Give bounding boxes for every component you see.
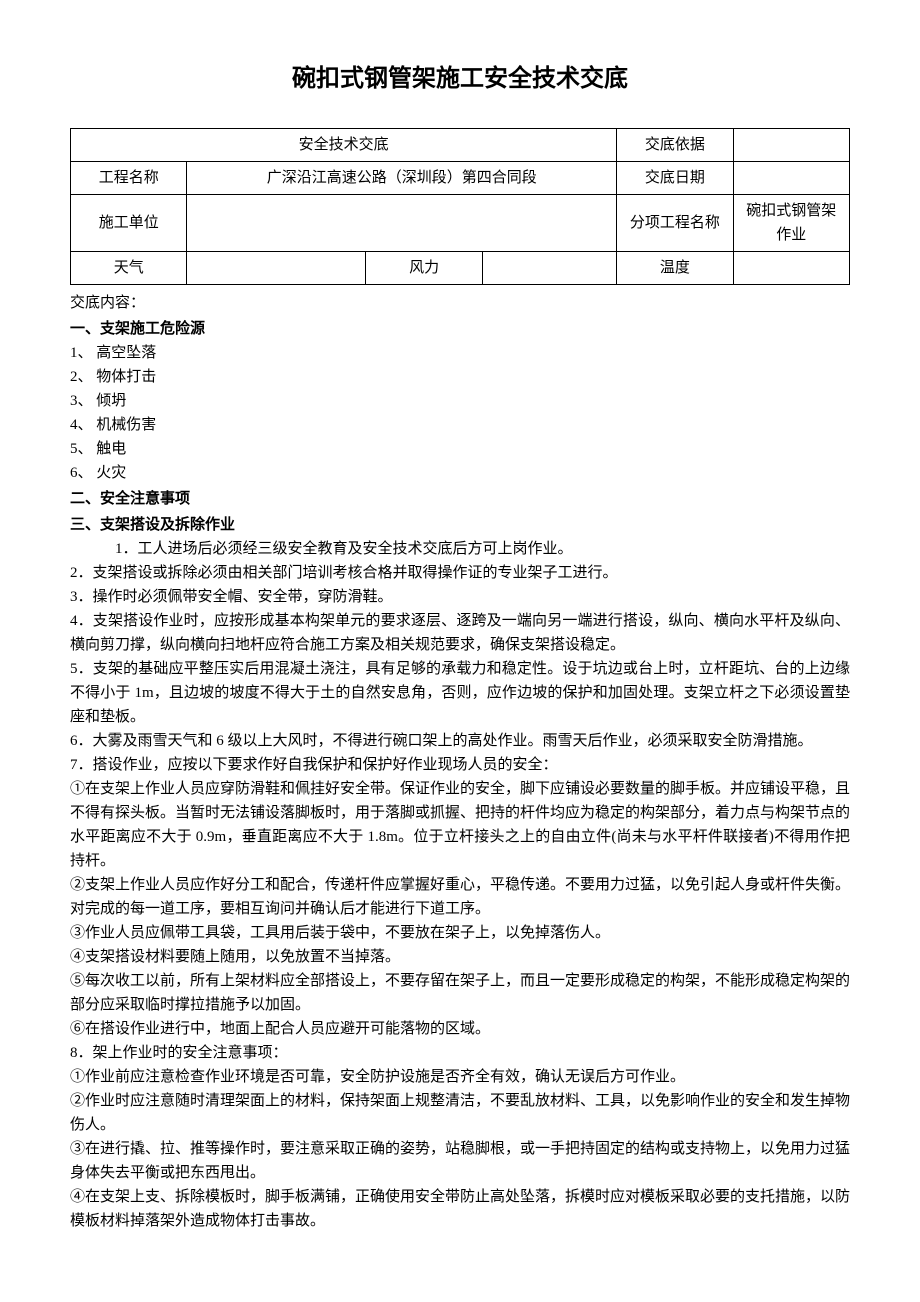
info-table: 安全技术交底 交底依据 工程名称 广深沿江高速公路（深圳段）第四合同段 交底日期… — [70, 128, 850, 285]
section2-title: 二、安全注意事项 — [70, 487, 850, 511]
row1-value: 广深沿江高速公路（深圳段）第四合同段 — [187, 162, 617, 195]
s3-p8-4: ④在支架上支、拆除模板时，脚手板满铺，正确使用安全带防止高处坠落，拆模时应对模板… — [70, 1185, 850, 1233]
s3-p4: 4．支架搭设作业时，应按形成基本构架单元的要求逐层、逐跨及一端向另一端进行搭设，… — [70, 609, 850, 657]
s1-item3: 3、 倾坍 — [70, 389, 850, 413]
s3-p8: 8．架上作业时的安全注意事项： — [70, 1041, 850, 1065]
row3-c4 — [482, 252, 616, 285]
s3-p7-4: ④支架搭设材料要随上随用，以免放置不当掉落。 — [70, 945, 850, 969]
row2-right-value: 碗扣式钢管架作业 — [733, 195, 849, 252]
s3-p5: 5．支架的基础应平整压实后用混凝土浇注，具有足够的承载力和稳定性。设于坑边或台上… — [70, 657, 850, 729]
header-right-label: 交底依据 — [617, 129, 733, 162]
row1-right-label: 交底日期 — [617, 162, 733, 195]
s3-p7-3: ③作业人员应佩带工具袋，工具用后装于袋中，不要放在架子上，以免掉落伤人。 — [70, 921, 850, 945]
s3-p7: 7．搭设作业，应按以下要求作好自我保护和保护好作业现场人员的安全： — [70, 753, 850, 777]
row3-c6 — [733, 252, 849, 285]
s3-p2: 2．支架搭设或拆除必须由相关部门培训考核合格并取得操作证的专业架子工进行。 — [70, 561, 850, 585]
section1-title: 一、支架施工危险源 — [70, 317, 850, 341]
content-label: 交底内容： — [70, 291, 850, 315]
row1-right-value — [733, 162, 849, 195]
header-left-cell: 安全技术交底 — [71, 129, 617, 162]
s3-p7-2: ②支架上作业人员应作好分工和配合，传递杆件应掌握好重心，平稳传递。不要用力过猛，… — [70, 873, 850, 921]
s1-item4: 4、 机械伤害 — [70, 413, 850, 437]
s1-item1: 1、 高空坠落 — [70, 341, 850, 365]
s1-item2: 2、 物体打击 — [70, 365, 850, 389]
content-body: 交底内容： 一、支架施工危险源 1、 高空坠落 2、 物体打击 3、 倾坍 4、… — [70, 289, 850, 1235]
page-title: 碗扣式钢管架施工安全技术交底 — [70, 60, 850, 98]
s3-p1: 1．工人进场后必须经三级安全教育及安全技术交底后方可上岗作业。 — [115, 537, 850, 561]
s1-item6: 6、 火灾 — [70, 461, 850, 485]
header-right-value — [733, 129, 849, 162]
row3-c2 — [187, 252, 366, 285]
s3-p3: 3．操作时必须佩带安全帽、安全带，穿防滑鞋。 — [70, 585, 850, 609]
row3-c5: 温度 — [617, 252, 733, 285]
s3-p6: 6．大雾及雨雪天气和 6 级以上大风时，不得进行碗口架上的高处作业。雨雪天后作业… — [70, 729, 850, 753]
row2-right-label: 分项工程名称 — [617, 195, 733, 252]
row3-c3: 风力 — [366, 252, 482, 285]
row2-value — [187, 195, 617, 252]
section3-title: 三、支架搭设及拆除作业 — [70, 513, 850, 537]
row2-label: 施工单位 — [71, 195, 187, 252]
s3-p7-1: ①在支架上作业人员应穿防滑鞋和佩挂好安全带。保证作业的安全，脚下应铺设必要数量的… — [70, 777, 850, 873]
row1-label: 工程名称 — [71, 162, 187, 195]
s3-p8-2: ②作业时应注意随时清理架面上的材料，保持架面上规整清洁，不要乱放材料、工具，以免… — [70, 1089, 850, 1137]
s3-p7-5: ⑤每次收工以前，所有上架材料应全部搭设上，不要存留在架子上，而且一定要形成稳定的… — [70, 969, 850, 1017]
row3-c1: 天气 — [71, 252, 187, 285]
s3-p8-1: ①作业前应注意检查作业环境是否可靠，安全防护设施是否齐全有效，确认无误后方可作业… — [70, 1065, 850, 1089]
s3-p7-6: ⑥在搭设作业进行中，地面上配合人员应避开可能落物的区域。 — [70, 1017, 850, 1041]
s1-item5: 5、 触电 — [70, 437, 850, 461]
s3-p8-3: ③在进行撬、拉、推等操作时，要注意采取正确的姿势，站稳脚根，或一手把持固定的结构… — [70, 1137, 850, 1185]
